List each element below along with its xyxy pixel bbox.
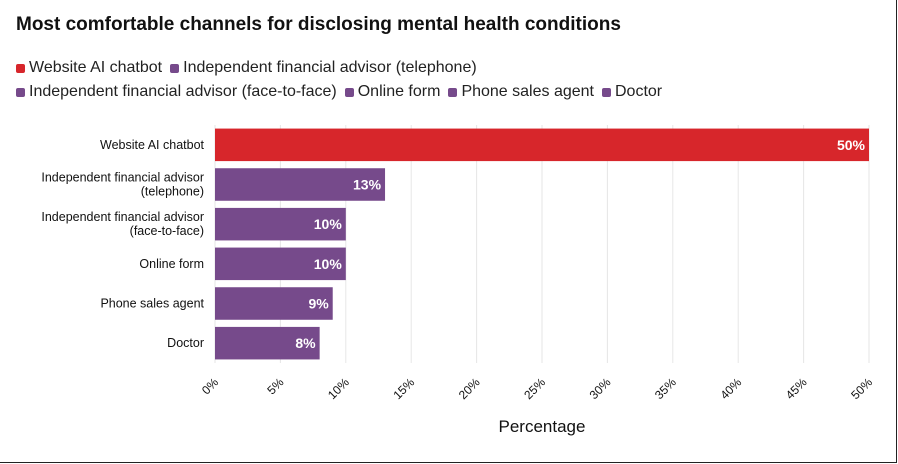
category-label: Doctor <box>167 336 204 350</box>
legend-label: Doctor <box>614 83 663 100</box>
bar <box>215 168 386 201</box>
x-tick-label: 30% <box>587 375 614 402</box>
x-tick-label: 50% <box>848 375 875 402</box>
bar-value-label: 10% <box>314 256 343 272</box>
x-tick-label: 20% <box>456 375 483 402</box>
grid-lines <box>214 125 870 363</box>
bar <box>215 287 333 320</box>
x-axis-title: Percentage <box>499 417 586 436</box>
category-label: Online form <box>139 257 204 271</box>
legend-swatch <box>170 63 180 73</box>
legend-item: Independent financial advisor (telephone… <box>170 59 477 77</box>
category-label: Independent financial advisor <box>41 210 204 224</box>
category-labels: Website AI chatbot Independent financial … <box>41 138 204 350</box>
legend-label: Phone sales agent <box>461 83 594 100</box>
legend-swatch <box>16 63 25 73</box>
bars: 50% 13% 10% 10% 9% 8% <box>215 128 869 360</box>
x-tick-label: 25% <box>521 375 548 402</box>
category-label: Website AI chatbot <box>100 138 205 152</box>
legend-item: Online form <box>344 83 441 101</box>
x-tick-label: 40% <box>717 375 744 402</box>
legend-label: Online form <box>357 83 441 100</box>
legend-swatch <box>448 87 458 97</box>
bar <box>215 326 320 360</box>
x-tick-label: 10% <box>325 375 352 402</box>
category-label: (telephone) <box>141 185 204 199</box>
legend-label: Website AI chatbot <box>29 59 163 76</box>
category-label: Phone sales agent <box>100 297 204 311</box>
legend-item: Independent financial advisor (face-to-f… <box>16 83 337 101</box>
legend-item: Website AI chatbot <box>16 59 162 77</box>
bar-value-label: 9% <box>308 296 329 312</box>
x-tick-label: 0% <box>199 375 221 397</box>
bar-value-label: 50% <box>837 137 866 153</box>
x-tick-label: 45% <box>783 375 810 402</box>
x-tick-label: 35% <box>652 375 679 402</box>
bar <box>215 247 346 281</box>
chart-legend: Website AI chatbot Independent financial … <box>16 56 876 104</box>
legend-swatch <box>601 87 611 97</box>
x-tick-label: 5% <box>264 375 286 397</box>
category-label: (face-to-face) <box>130 224 204 238</box>
bar-value-label: 10% <box>314 216 343 232</box>
category-label: Independent financial advisor <box>41 171 204 185</box>
legend-item: Phone sales agent <box>448 83 594 101</box>
bar-value-label: 8% <box>295 335 316 351</box>
bar <box>215 128 869 162</box>
bar <box>215 207 346 241</box>
chart-title: Most comfortable channels for disclosing… <box>16 14 621 35</box>
legend-label: Independent financial advisor (telephone… <box>183 59 477 76</box>
legend-label: Independent financial advisor (face-to-f… <box>29 83 337 100</box>
legend-item: Doctor <box>601 83 663 101</box>
x-tick-labels: 0% 5% 10% 15% 20% 25% 30% 35% 40% 45% 50% <box>199 375 875 402</box>
bar-value-label: 13% <box>353 177 382 193</box>
legend-swatch <box>16 87 25 97</box>
legend-row: Website AI chatbot Independent financial … <box>16 56 876 80</box>
legend-swatch <box>344 87 354 97</box>
legend-row: Independent financial advisor (face-to-f… <box>16 80 876 104</box>
x-tick-label: 15% <box>390 375 417 402</box>
